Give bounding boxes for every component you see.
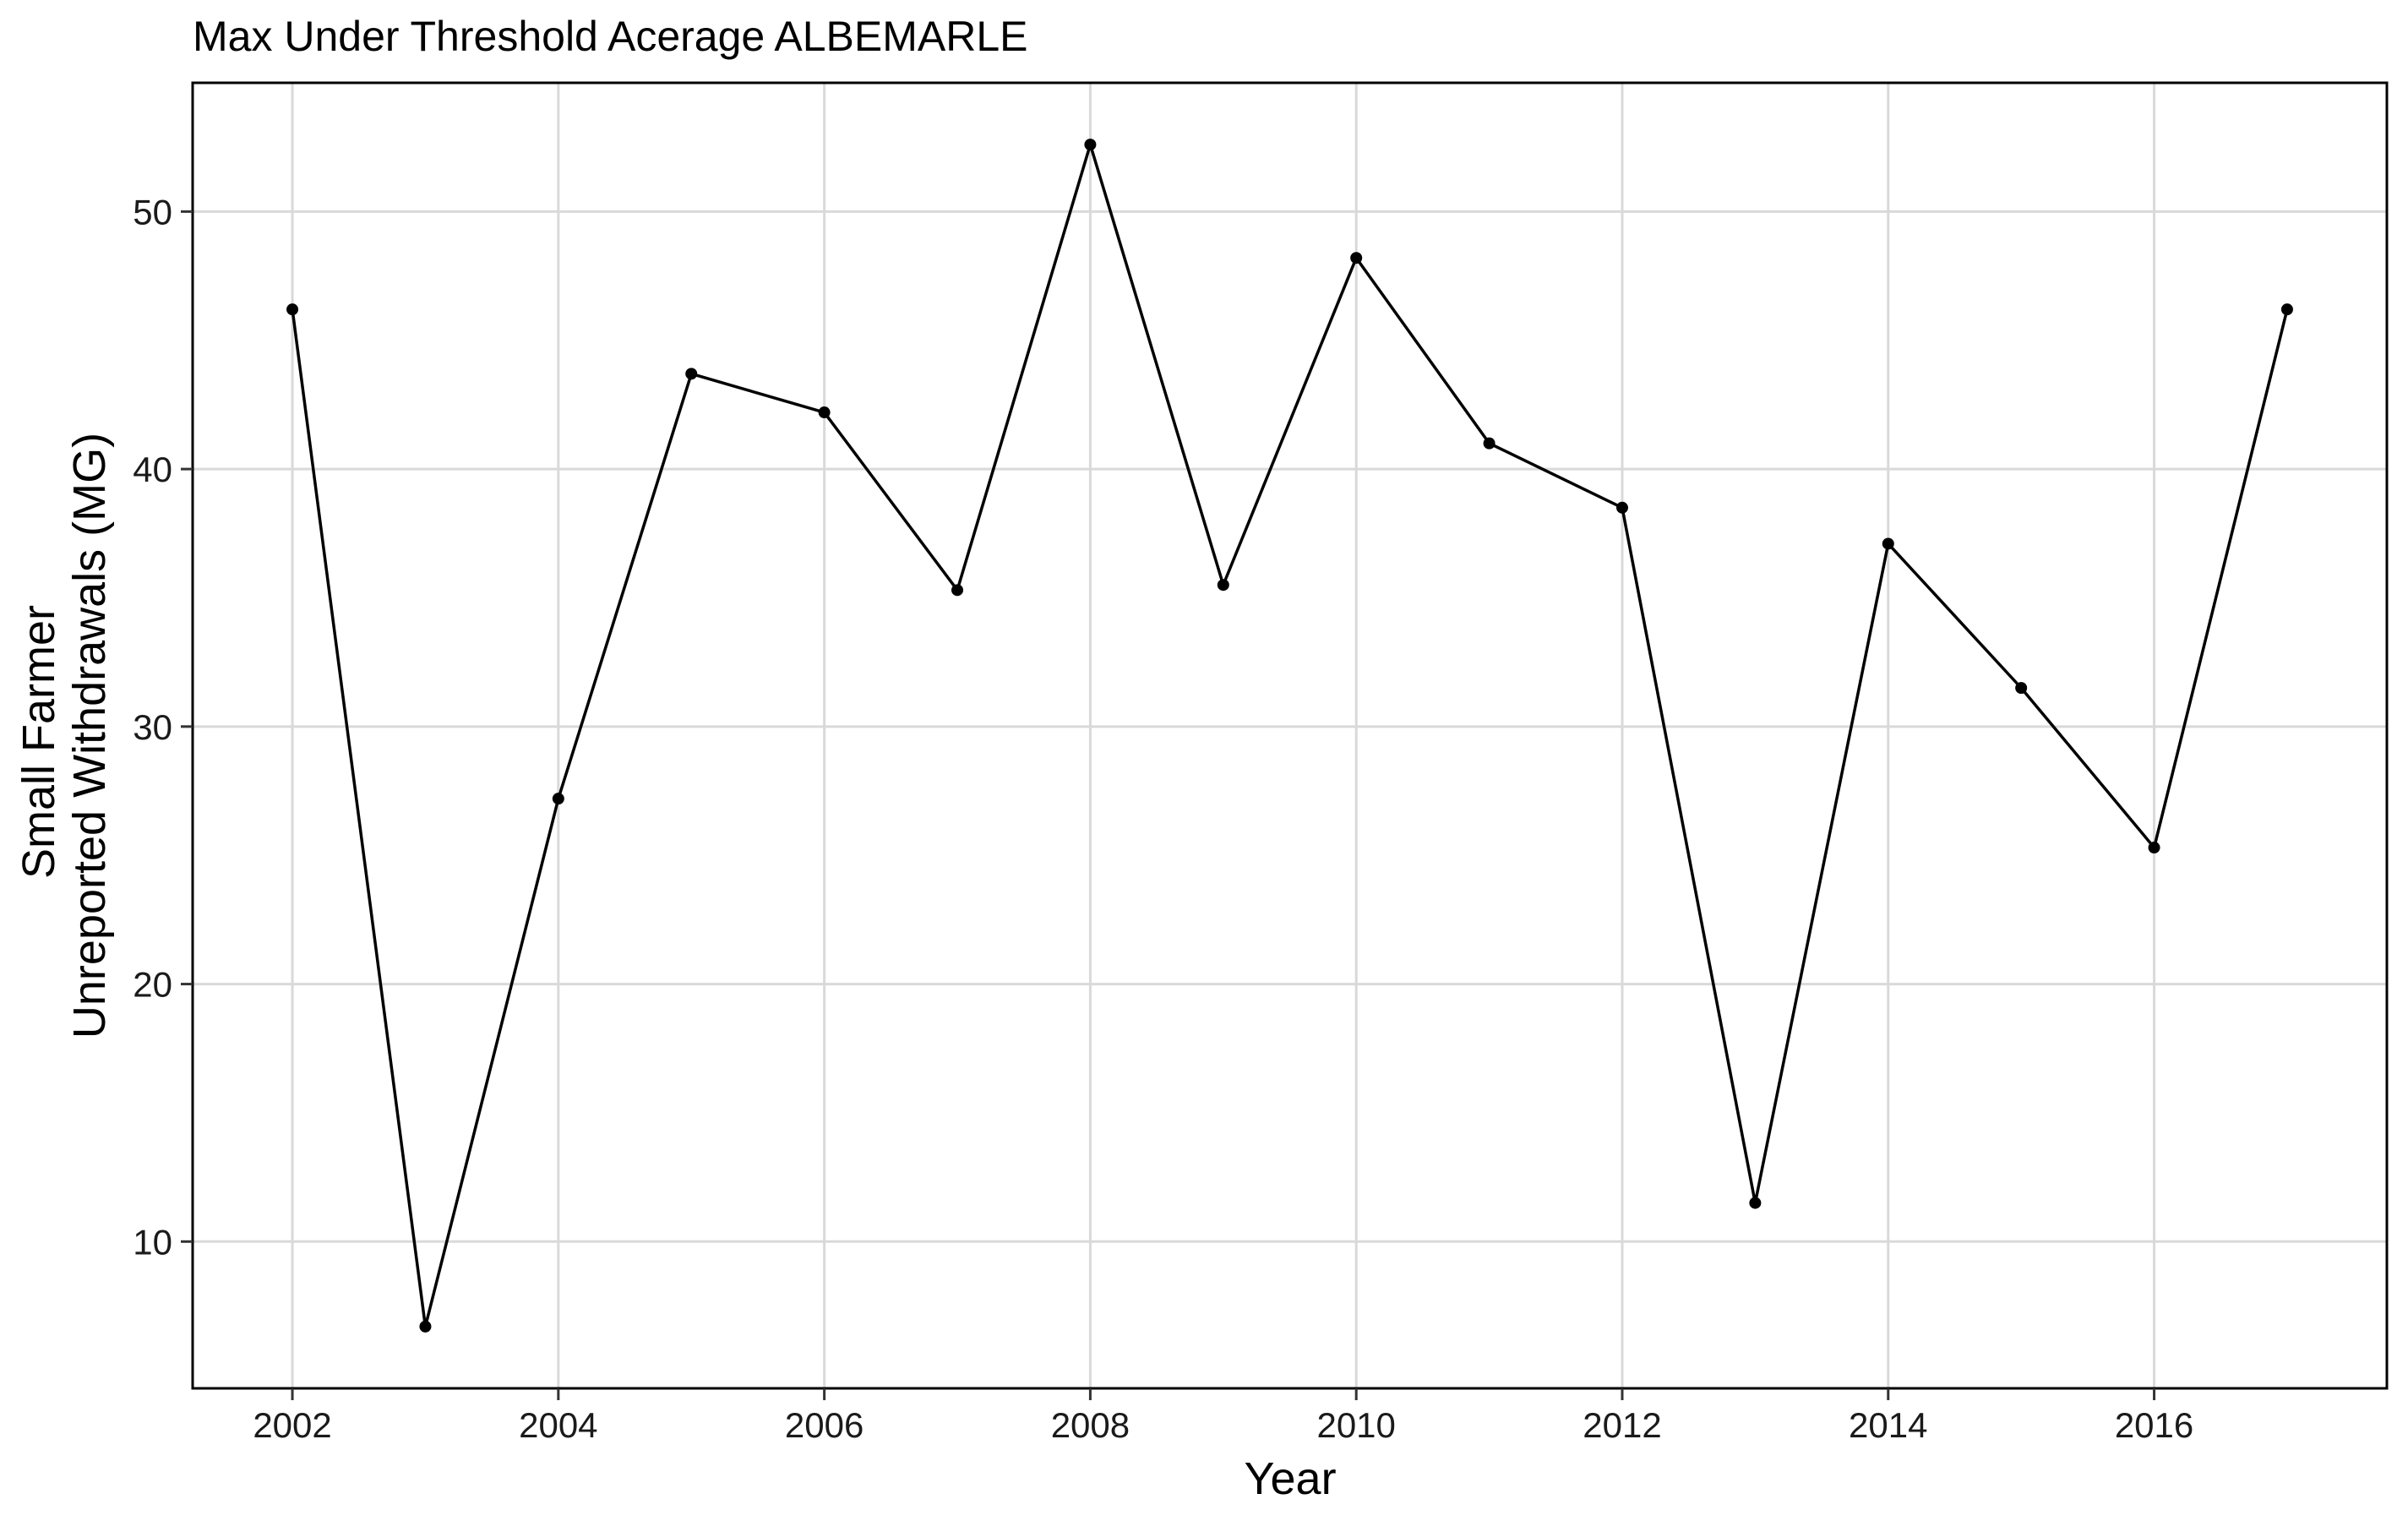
y-axis-title: Small Farmer Unreported Withdrawals (MG) — [14, 433, 115, 1039]
data-point — [1615, 501, 1628, 514]
data-point — [951, 584, 964, 597]
data-point — [2015, 682, 2028, 695]
data-point — [685, 368, 698, 380]
x-tick-label: 2004 — [519, 1405, 597, 1445]
y-axis: 10 20 30 40 50 — [133, 192, 193, 1262]
x-axis-title: Year — [1244, 1453, 1336, 1504]
x-tick-label: 2014 — [1849, 1405, 1927, 1445]
data-points — [286, 139, 2293, 1333]
data-series-line — [291, 143, 2289, 1328]
data-point — [1350, 252, 1363, 264]
series-line — [291, 143, 2289, 1328]
chart-title: Max Under Threshold Acerage ALBEMARLE — [193, 13, 1027, 60]
y-tick-label: 50 — [133, 192, 172, 232]
x-tick-label: 2010 — [1316, 1405, 1395, 1445]
x-tick-label: 2008 — [1051, 1405, 1130, 1445]
y-tick-label: 40 — [133, 450, 172, 489]
x-axis: 2002 2004 2006 2008 2010 2012 2014 2016 — [253, 1388, 2193, 1445]
x-tick-label: 2006 — [785, 1405, 864, 1445]
data-point — [552, 793, 564, 805]
y-tick-label: 10 — [133, 1222, 172, 1262]
y-tick-label: 30 — [133, 707, 172, 747]
data-point — [2148, 842, 2160, 854]
plot-panel-border — [191, 81, 2389, 1390]
data-point — [1217, 579, 1229, 592]
y-axis-title-line-2: Unreported Withdrawals (MG) — [64, 433, 115, 1039]
data-point — [1882, 537, 1894, 550]
x-tick-label: 2016 — [2115, 1405, 2193, 1445]
data-point — [1749, 1197, 1762, 1209]
data-point — [818, 406, 831, 419]
y-tick-label: 20 — [133, 965, 172, 1005]
data-point — [2280, 303, 2293, 316]
data-point — [1483, 437, 1495, 450]
x-tick-label: 2002 — [253, 1405, 331, 1445]
data-point — [1084, 139, 1097, 151]
y-axis-title-line-1: Small Farmer — [14, 605, 64, 879]
data-point — [419, 1320, 432, 1333]
grid — [193, 83, 2387, 1388]
x-tick-label: 2012 — [1583, 1405, 1661, 1445]
data-point — [286, 303, 299, 316]
